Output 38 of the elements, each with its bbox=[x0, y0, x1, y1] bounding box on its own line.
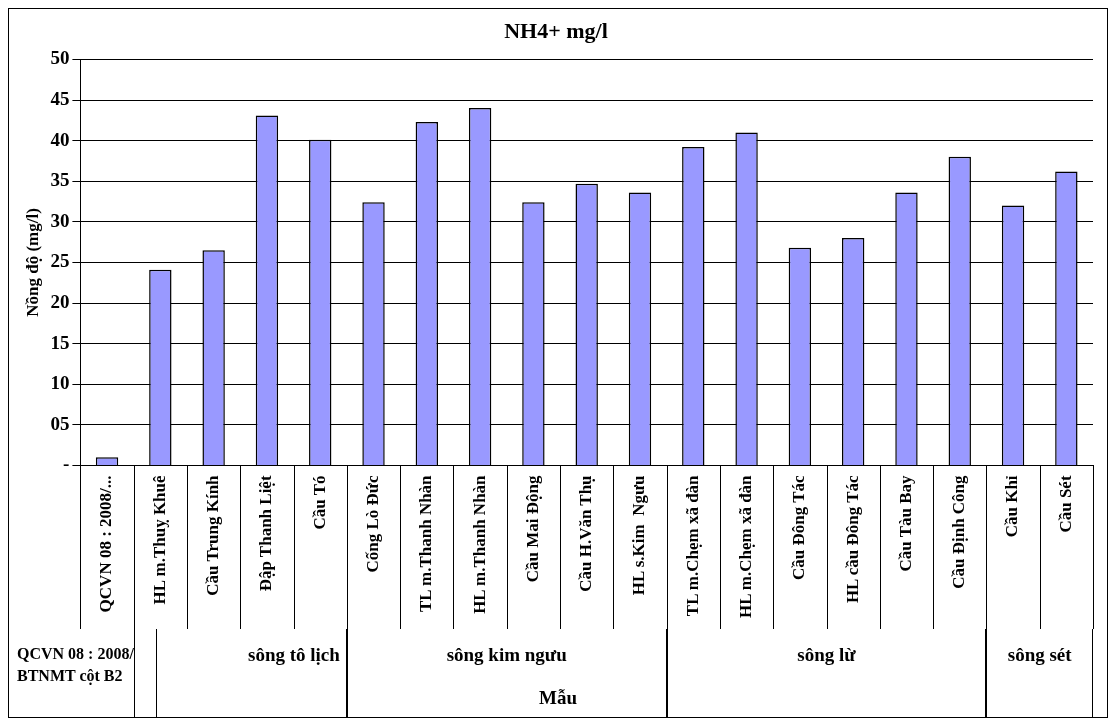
y-tick-label: 30 bbox=[50, 209, 70, 231]
x-tick-label: HL m.Thanh Nhàn bbox=[469, 474, 489, 614]
x-tick-label: Cầu Mai Động bbox=[522, 474, 542, 583]
x-tick-label: HL m.Thuỵ Khuê bbox=[149, 474, 169, 605]
y-tick-label: 10 bbox=[50, 372, 70, 394]
y-tick-label: 25 bbox=[50, 250, 70, 272]
x-tick-label: Cầu Tàu Bay bbox=[895, 474, 915, 572]
text: sông kim ngưu bbox=[445, 643, 568, 667]
x-tick-label: TL m.Chẹm xã đàn bbox=[682, 474, 702, 617]
x-tick-label: Cầu H.Văn Thụ bbox=[576, 475, 596, 592]
chart-title: NH4+ mg/l bbox=[504, 17, 608, 43]
x-tick-label: TL m.Thanh Nhàn bbox=[416, 474, 436, 612]
text: sông tô lịch bbox=[247, 643, 340, 667]
x-tick-label: Cầu Định Công bbox=[949, 474, 969, 589]
y-tick-label: 20 bbox=[50, 290, 70, 312]
y-tick-label: 40 bbox=[50, 128, 70, 150]
y-tick-label: 05 bbox=[50, 412, 70, 434]
y-axis-title: Nồng độ (mg/l) bbox=[22, 208, 42, 317]
x-tick-label: QCVN 08 : 2008/... bbox=[96, 475, 116, 613]
text: QCVN 08 : 2008/ BTNMT cột B2 bbox=[17, 644, 135, 687]
y-tick-label: - bbox=[63, 453, 70, 475]
x-tick-label: Cầu Sét bbox=[1055, 475, 1075, 533]
x-tick-label: HL cầu Đông Tác bbox=[842, 474, 862, 604]
x-tick-label: Cống Lò Đức bbox=[362, 474, 382, 573]
text: sông sét bbox=[1006, 643, 1073, 667]
x-axis-title: Mẫu bbox=[538, 687, 578, 709]
y-tick-label: 45 bbox=[50, 87, 70, 109]
x-tick-label: Cầu Đông Tác bbox=[789, 474, 809, 580]
x-tick-label: Đập Thanh Liệt bbox=[256, 475, 276, 592]
text: sông lừ bbox=[796, 643, 857, 667]
x-tick-label: HL s.Kim Ngưu bbox=[629, 475, 649, 596]
y-tick-label: 35 bbox=[50, 169, 70, 191]
y-tick-label: 50 bbox=[50, 47, 70, 69]
y-tick-label: 15 bbox=[50, 331, 70, 353]
x-tick-label: Cầu Trung Kính bbox=[203, 474, 223, 596]
x-tick-label: Cầu Khỉ bbox=[1002, 475, 1022, 538]
x-tick-label: Cầu Tó bbox=[309, 475, 329, 530]
x-tick-label: HL m.Chẹm xã đàn bbox=[735, 474, 755, 619]
